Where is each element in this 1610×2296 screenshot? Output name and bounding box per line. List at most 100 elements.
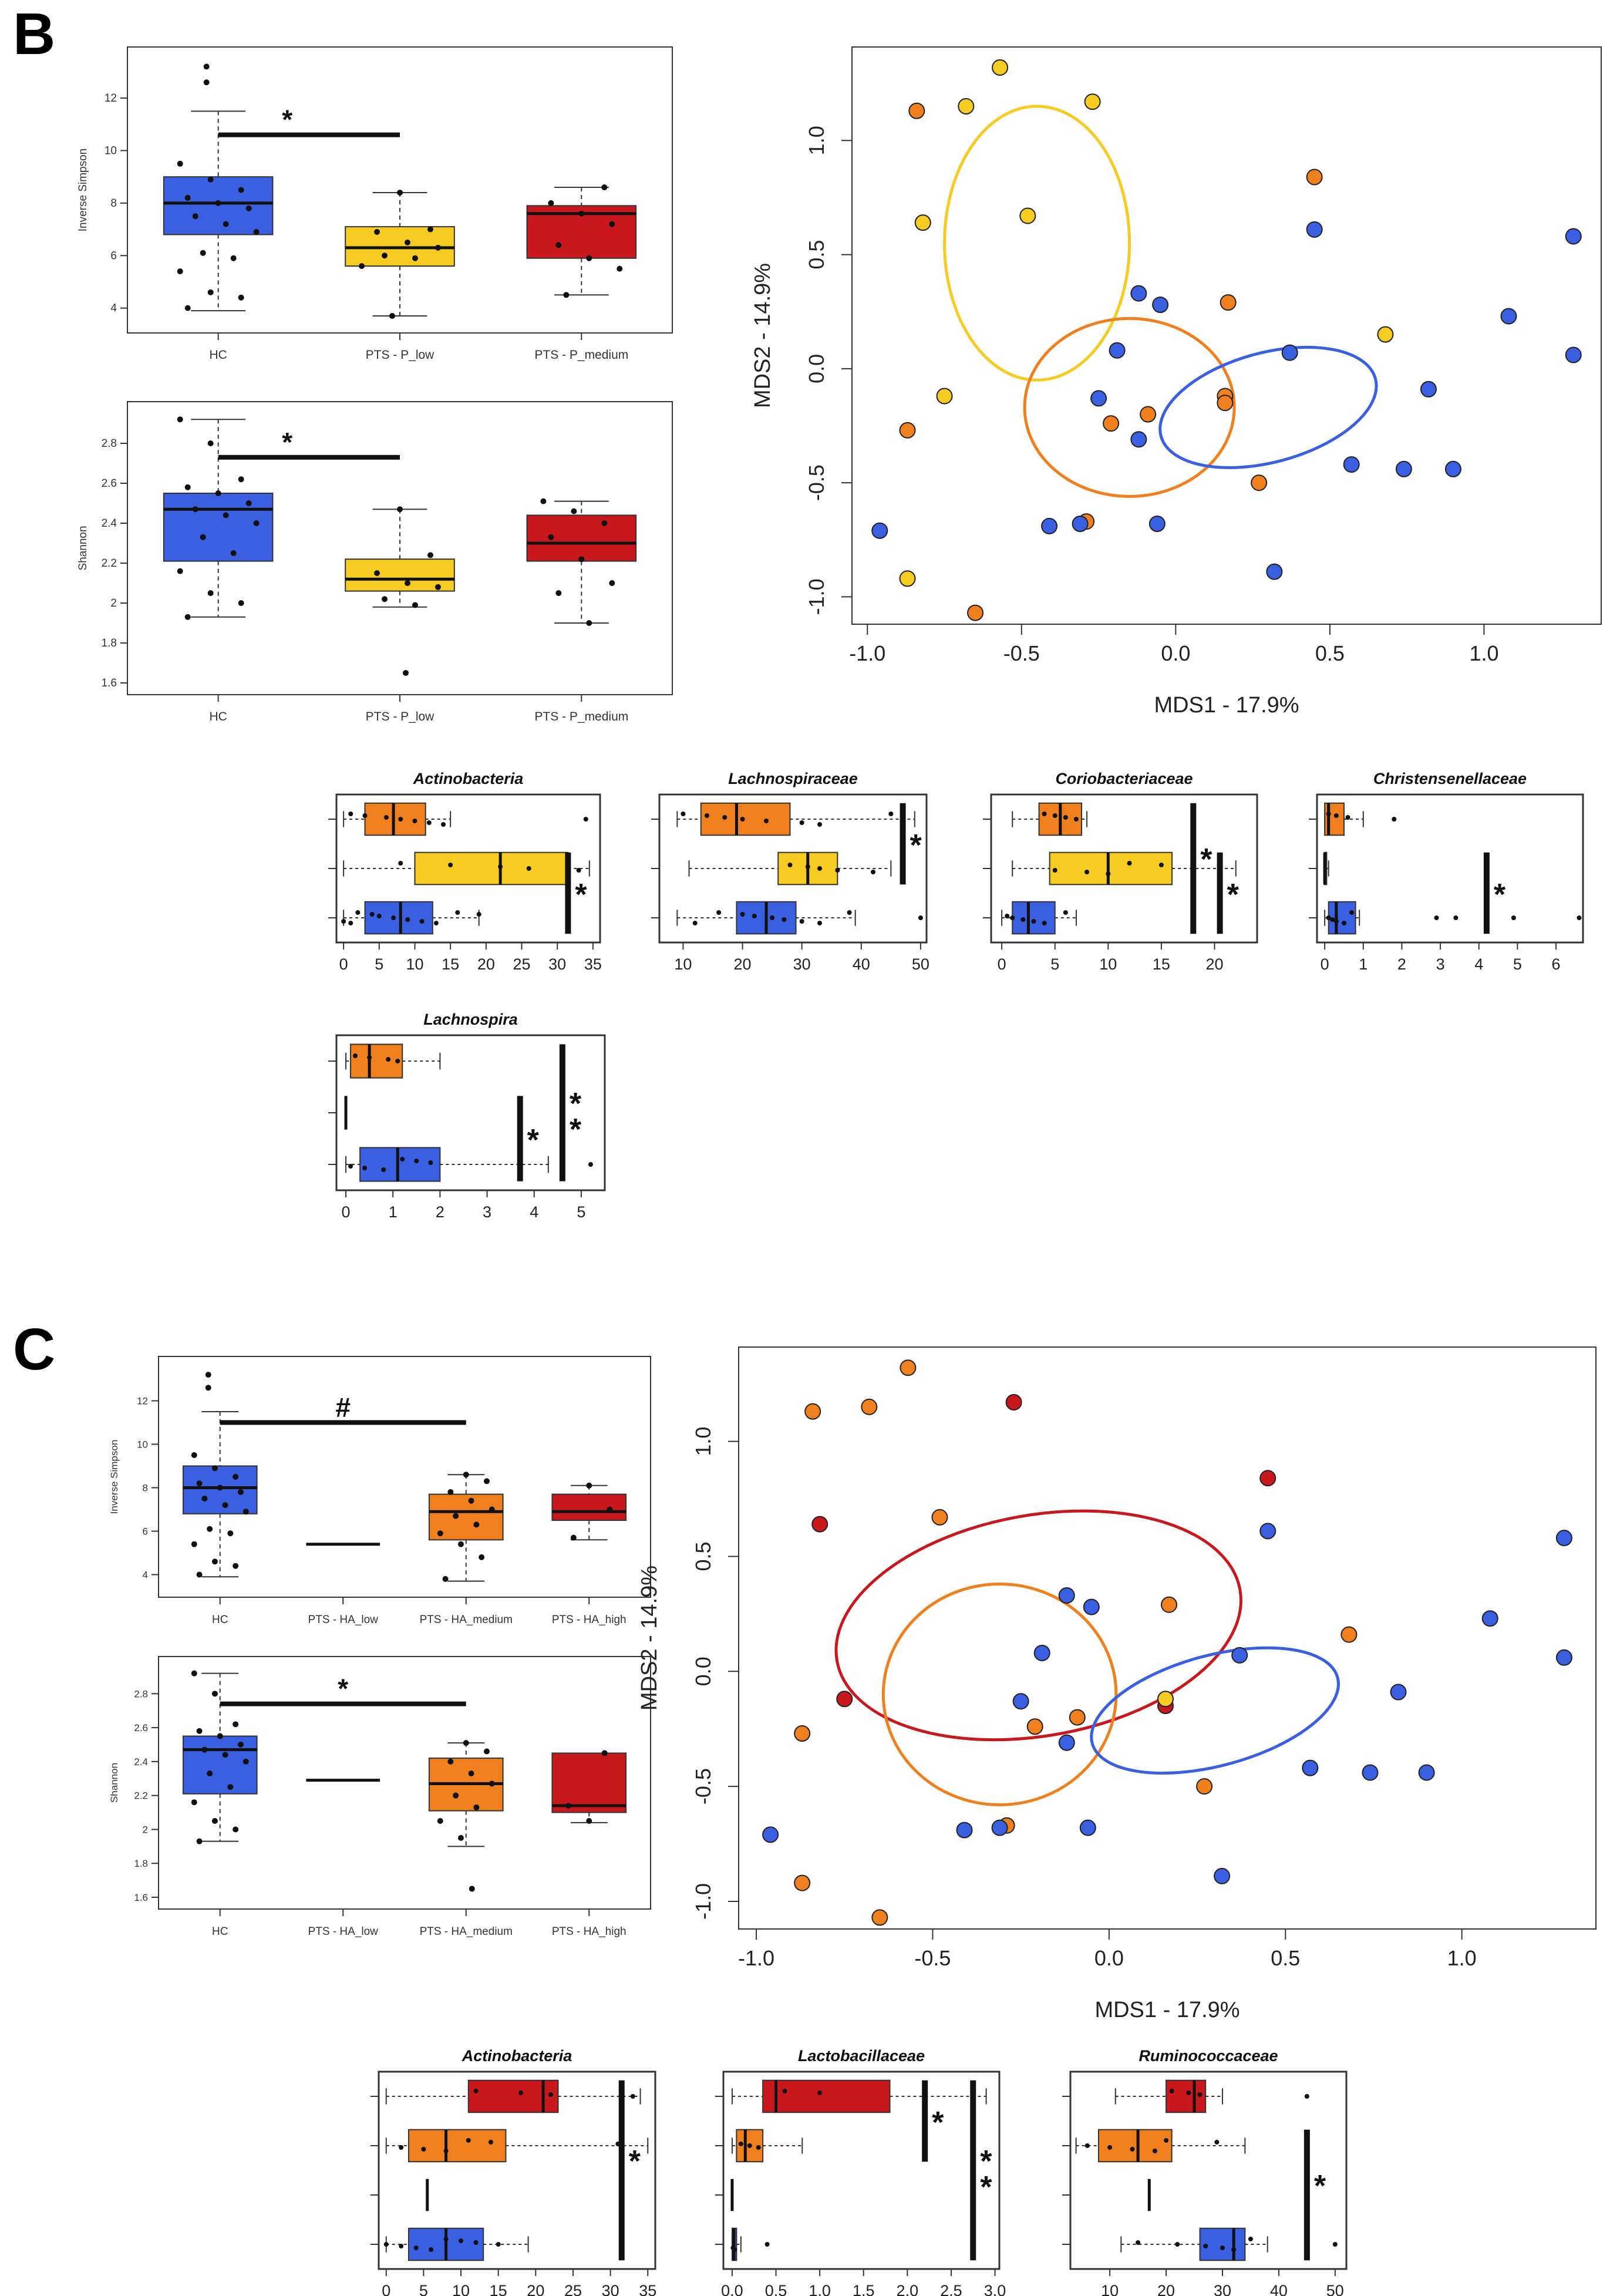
sample-point-hahigh — [1005, 1394, 1022, 1411]
data-point — [383, 815, 389, 820]
y-tick-label: 8 — [143, 1483, 148, 1494]
sample-point-hc — [762, 1826, 779, 1843]
x-tick-label: 30 — [548, 955, 566, 973]
data-point — [601, 520, 608, 526]
sample-point-hamed — [1069, 1709, 1086, 1726]
y-tick-label: 12 — [137, 1396, 148, 1407]
data-point — [412, 255, 418, 261]
x-tick-label: PTS - HA_high — [552, 1614, 627, 1626]
plot-frame — [378, 2071, 656, 2270]
data-point — [578, 210, 585, 217]
sample-point-hc — [1152, 297, 1169, 314]
data-point — [752, 914, 757, 918]
data-point — [847, 910, 852, 915]
sample-point-hc — [1058, 1587, 1075, 1604]
data-point — [1073, 817, 1079, 822]
data-point — [362, 1166, 368, 1170]
data-point — [207, 176, 214, 183]
sample-point-plow — [958, 98, 975, 115]
x-tick-label: 10 — [674, 955, 692, 973]
x-tick-label: 2.0 — [897, 2282, 919, 2296]
y-tick-label: 4 — [110, 302, 117, 315]
x-tick-label: PTS - HA_low — [308, 1614, 379, 1626]
data-point — [207, 1526, 213, 1532]
x-tick-label: 20 — [1205, 955, 1223, 973]
x-tick-label: 4 — [530, 1203, 538, 1221]
data-point — [488, 2140, 493, 2144]
data-point — [483, 1748, 490, 1755]
sample-point-plow — [914, 214, 931, 231]
data-point — [609, 221, 615, 227]
data-point — [211, 1465, 218, 1472]
data-point — [782, 917, 787, 922]
box-hamed — [364, 802, 426, 836]
sample-point-hc — [1130, 431, 1147, 448]
data-point — [609, 580, 615, 586]
sample-point-hc — [1041, 517, 1058, 534]
box-hamed — [407, 2129, 507, 2163]
plot-frame — [158, 1356, 651, 1598]
data-point — [397, 189, 403, 196]
data-point — [817, 866, 822, 871]
outlier-point — [203, 79, 210, 86]
x-tick-label: PTS - HA_low — [308, 1925, 379, 1938]
data-point — [233, 1474, 239, 1480]
data-point — [191, 1670, 197, 1676]
significance-label: * — [1227, 878, 1240, 912]
data-point — [1052, 868, 1057, 873]
sample-point-hamed — [1340, 1626, 1358, 1643]
x-tick-label: -1.0 — [849, 641, 885, 665]
data-point — [348, 1164, 353, 1169]
significance-label: * — [527, 1123, 540, 1157]
data-point — [201, 1746, 208, 1753]
x-tick-label: 25 — [564, 2282, 582, 2296]
data-point — [1063, 815, 1068, 820]
data-point — [586, 1482, 592, 1489]
data-point — [196, 1571, 203, 1578]
chart-b-shannon: 1.6 1.8 2 2.2 2.4 2.6 2.8 Shannon HC PTS - P_low P… — [77, 401, 673, 723]
data-point — [196, 1728, 203, 1734]
outlier-point — [764, 2242, 770, 2247]
chart-title: Ruminococcaceae — [1139, 2047, 1278, 2065]
x-tick-label: PTS - P_medium — [534, 348, 628, 362]
data-point — [1005, 914, 1010, 918]
data-point — [238, 600, 244, 606]
chart-c-inverse-simpson: 4 6 8 10 12 Inverse Simpson HC PTS - HA_low PTS … — [109, 1356, 651, 1626]
outlier-point — [403, 670, 409, 676]
data-point — [732, 2247, 737, 2252]
data-point — [518, 2090, 523, 2095]
x-tick-label: 15 — [1153, 955, 1170, 973]
data-point — [601, 184, 608, 191]
box-plow — [1049, 851, 1173, 886]
data-point — [421, 2147, 426, 2152]
data-point — [192, 213, 198, 220]
group-ellipse-hamed — [881, 1582, 1118, 1806]
y-tick-label: 2 — [110, 597, 117, 610]
y-tick-label: 10 — [137, 1439, 148, 1450]
data-point — [799, 919, 804, 924]
sample-point-hc — [956, 1822, 973, 1839]
data-point — [443, 2149, 449, 2153]
data-point — [571, 508, 577, 514]
sample-point-hc — [1481, 1610, 1498, 1627]
x-tick-label: 50 — [1326, 2282, 1344, 2296]
data-point — [442, 1575, 449, 1582]
data-point — [177, 568, 183, 574]
chart-title: Christensenellaceae — [1373, 770, 1527, 787]
chart-b-mds: -1.0 -0.5 0.0 0.5 1.0 -1.0 -0.5 0.0 0.5 1.0 MDS1 -… — [750, 46, 1602, 718]
chart-c-ruminococcaceae: Ruminococcaceae 10 20 30 40 50 * — [1062, 2047, 1348, 2296]
plot-frame — [722, 2071, 1001, 2270]
data-point — [1197, 2092, 1203, 2097]
data-point — [184, 305, 191, 311]
outlier-point — [588, 1162, 593, 1167]
sample-point-plow — [992, 59, 1009, 76]
data-point — [756, 2145, 761, 2150]
data-point — [382, 596, 388, 602]
sample-point-hamed — [794, 1725, 811, 1742]
significance-label: * — [282, 427, 292, 457]
data-point — [245, 500, 252, 506]
sample-point-plow — [1377, 326, 1394, 343]
sample-point-hc — [1012, 1693, 1029, 1710]
sample-point-hc — [991, 1819, 1008, 1836]
sample-point-hamed — [1026, 1718, 1043, 1735]
